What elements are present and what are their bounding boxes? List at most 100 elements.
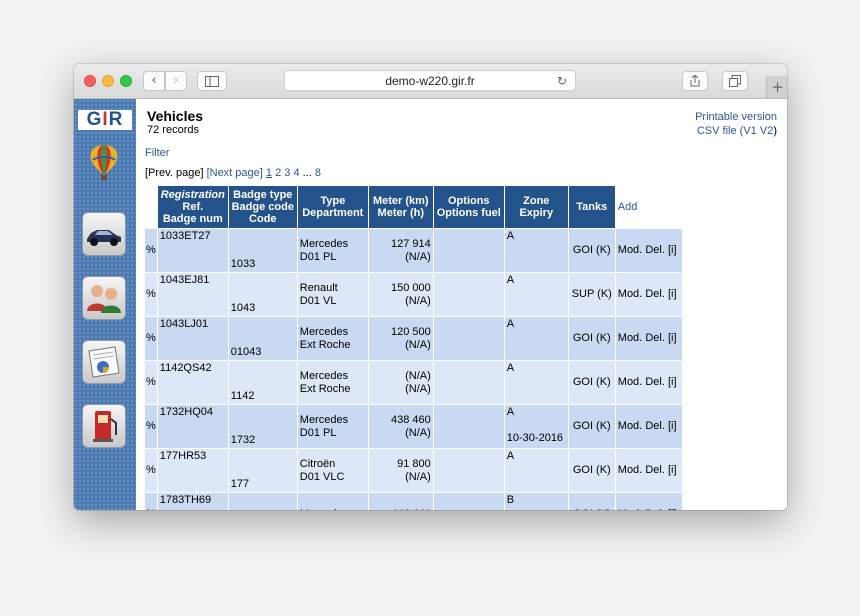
stats-link[interactable]: % xyxy=(145,273,157,316)
meter-cell: 127 914 (N/A) xyxy=(368,229,433,272)
header-meter[interactable]: Meter (km) Meter (h) xyxy=(368,186,433,228)
modify-link[interactable]: Mod. xyxy=(618,508,642,510)
row-actions: Mod. Del. [i] xyxy=(615,405,682,448)
tanks-cell: SUP (K) xyxy=(568,273,615,316)
fuel-pump-icon[interactable] xyxy=(82,404,126,448)
share-icon[interactable] xyxy=(682,71,708,91)
add-vehicle-link[interactable]: Add xyxy=(615,186,682,228)
vehicle-make: Renault xyxy=(299,281,338,294)
registration-cell: 177HR53 xyxy=(157,449,228,492)
meter-km: 91 800 xyxy=(397,457,431,470)
row-actions: Mod. Del. [i] xyxy=(615,361,682,404)
vehicle-car-icon[interactable] xyxy=(82,212,126,256)
table-row: % 1043LJ01 01043 Mercedes Ext Roche 120 500 (N… xyxy=(145,317,682,360)
header-type[interactable]: Type Department xyxy=(297,186,368,228)
badge-code-cell: 1043 xyxy=(228,273,297,316)
header-badge-type-line: Badge type xyxy=(233,189,293,201)
stats-link[interactable]: % xyxy=(145,493,157,510)
type-cell: Citroën D01 VLC xyxy=(297,449,368,492)
meter-hours: (N/A) xyxy=(405,470,431,483)
modify-link[interactable]: Mod. xyxy=(617,244,643,256)
header-ref-line: Ref. xyxy=(182,201,204,213)
header-tanks[interactable]: Tanks xyxy=(568,186,615,228)
meter-cell: 91 800 (N/A) xyxy=(368,449,433,492)
stats-link[interactable]: % xyxy=(145,449,157,492)
department: Ext Roche xyxy=(299,338,351,351)
options-cell xyxy=(433,229,504,272)
sidebar-toggle-icon[interactable] xyxy=(197,71,227,91)
modify-link[interactable]: Mod. xyxy=(617,288,643,300)
header-options[interactable]: Options Options fuel xyxy=(433,186,504,228)
gir-logo[interactable]: GIR xyxy=(78,110,132,130)
badge-code-cell: 01043 xyxy=(228,317,297,360)
tab-overview-icon[interactable] xyxy=(722,71,748,91)
forward-icon[interactable]: › xyxy=(165,71,187,91)
zoom-window-button[interactable] xyxy=(120,75,132,87)
header-registration[interactable]: Registration Ref. Badge num xyxy=(157,186,228,228)
delete-link[interactable]: Del. xyxy=(645,332,665,344)
export-links: Printable version CSV file (V1 V2) xyxy=(695,110,777,138)
delete-link[interactable]: Del. xyxy=(645,464,665,476)
users-icon[interactable] xyxy=(82,276,126,320)
next-page-link[interactable]: [Next page] xyxy=(206,167,263,179)
delete-link[interactable]: Del. xyxy=(645,420,665,432)
zone-cell: A 10-30-2016 xyxy=(504,405,568,448)
page-link-last[interactable]: 8 xyxy=(314,167,321,179)
info-link[interactable]: [i] xyxy=(667,376,677,388)
type-cell: Mercedes Ext Roche xyxy=(297,317,368,360)
close-window-button[interactable] xyxy=(84,75,96,87)
printable-version-link[interactable]: Printable version xyxy=(695,111,777,123)
page-link-3[interactable]: 3 xyxy=(284,167,291,179)
department: D01 VLC xyxy=(299,470,345,483)
tanks-cell: GOI (K) xyxy=(568,229,615,272)
header-badge[interactable]: Badge type Badge code Code xyxy=(228,186,297,228)
header-zone-line: Zone xyxy=(523,195,550,207)
header-options-line: Options xyxy=(448,195,490,207)
delete-link[interactable]: Del. xyxy=(645,244,665,256)
header-badge-num-line: Badge num xyxy=(162,213,223,225)
stats-link[interactable]: % xyxy=(145,361,157,404)
csv-v2-link[interactable]: V2 xyxy=(759,125,774,137)
page-link-4[interactable]: 4 xyxy=(293,167,300,179)
info-link[interactable]: [i] xyxy=(667,244,677,256)
delete-link[interactable]: Del. xyxy=(645,288,665,300)
delete-link[interactable]: Del. xyxy=(645,508,665,510)
stats-link[interactable]: % xyxy=(145,317,157,360)
back-icon[interactable]: ‹ xyxy=(143,71,165,91)
report-chart-icon[interactable] xyxy=(82,340,126,384)
stats-link[interactable]: % xyxy=(145,229,157,272)
meter-hours: (N/A) xyxy=(405,426,431,439)
info-link[interactable]: [i] xyxy=(667,464,677,476)
delete-link[interactable]: Del. xyxy=(645,376,665,388)
registration-cell: 1033ET27 xyxy=(157,229,228,272)
type-cell: Mercedes Ext Roche xyxy=(297,361,368,404)
table-row: % 1033ET27 1033 Mercedes D01 PL 127 914 (N/A) A… xyxy=(145,229,682,272)
minimize-window-button[interactable] xyxy=(102,75,114,87)
modify-link[interactable]: Mod. xyxy=(617,464,643,476)
vehicle-make: Citroën xyxy=(299,457,336,470)
meter-cell: 438 460 (N/A) xyxy=(368,405,433,448)
info-link[interactable]: [i] xyxy=(668,508,677,510)
zone-value: A xyxy=(506,450,515,462)
tanks-cell: GOI (K) xyxy=(568,361,615,404)
address-bar[interactable]: demo-w220.gir.fr ↻ xyxy=(284,70,576,91)
filter-link[interactable]: Filter xyxy=(145,147,170,159)
page-link-1[interactable]: 1 xyxy=(265,167,273,179)
stats-link[interactable]: % xyxy=(145,405,157,448)
department: Ext Roche xyxy=(299,382,351,395)
modify-link[interactable]: Mod. xyxy=(617,376,643,388)
reload-icon[interactable]: ↻ xyxy=(556,74,567,88)
modify-link[interactable]: Mod. xyxy=(617,332,643,344)
logo-letter: I xyxy=(102,109,109,130)
info-link[interactable]: [i] xyxy=(667,332,677,344)
modify-link[interactable]: Mod. xyxy=(617,420,643,432)
csv-v1-link[interactable]: V1 xyxy=(743,125,757,137)
meter-cell: 149 611 xyxy=(368,493,433,510)
new-tab-icon[interactable]: + xyxy=(766,76,787,98)
info-link[interactable]: [i] xyxy=(667,420,677,432)
page-link-2[interactable]: 2 xyxy=(275,167,282,179)
header-department-line: Department xyxy=(302,207,364,219)
meter-hours: (N/A) xyxy=(405,250,431,263)
header-zone[interactable]: Zone Expiry xyxy=(504,186,568,228)
info-link[interactable]: [i] xyxy=(667,288,677,300)
